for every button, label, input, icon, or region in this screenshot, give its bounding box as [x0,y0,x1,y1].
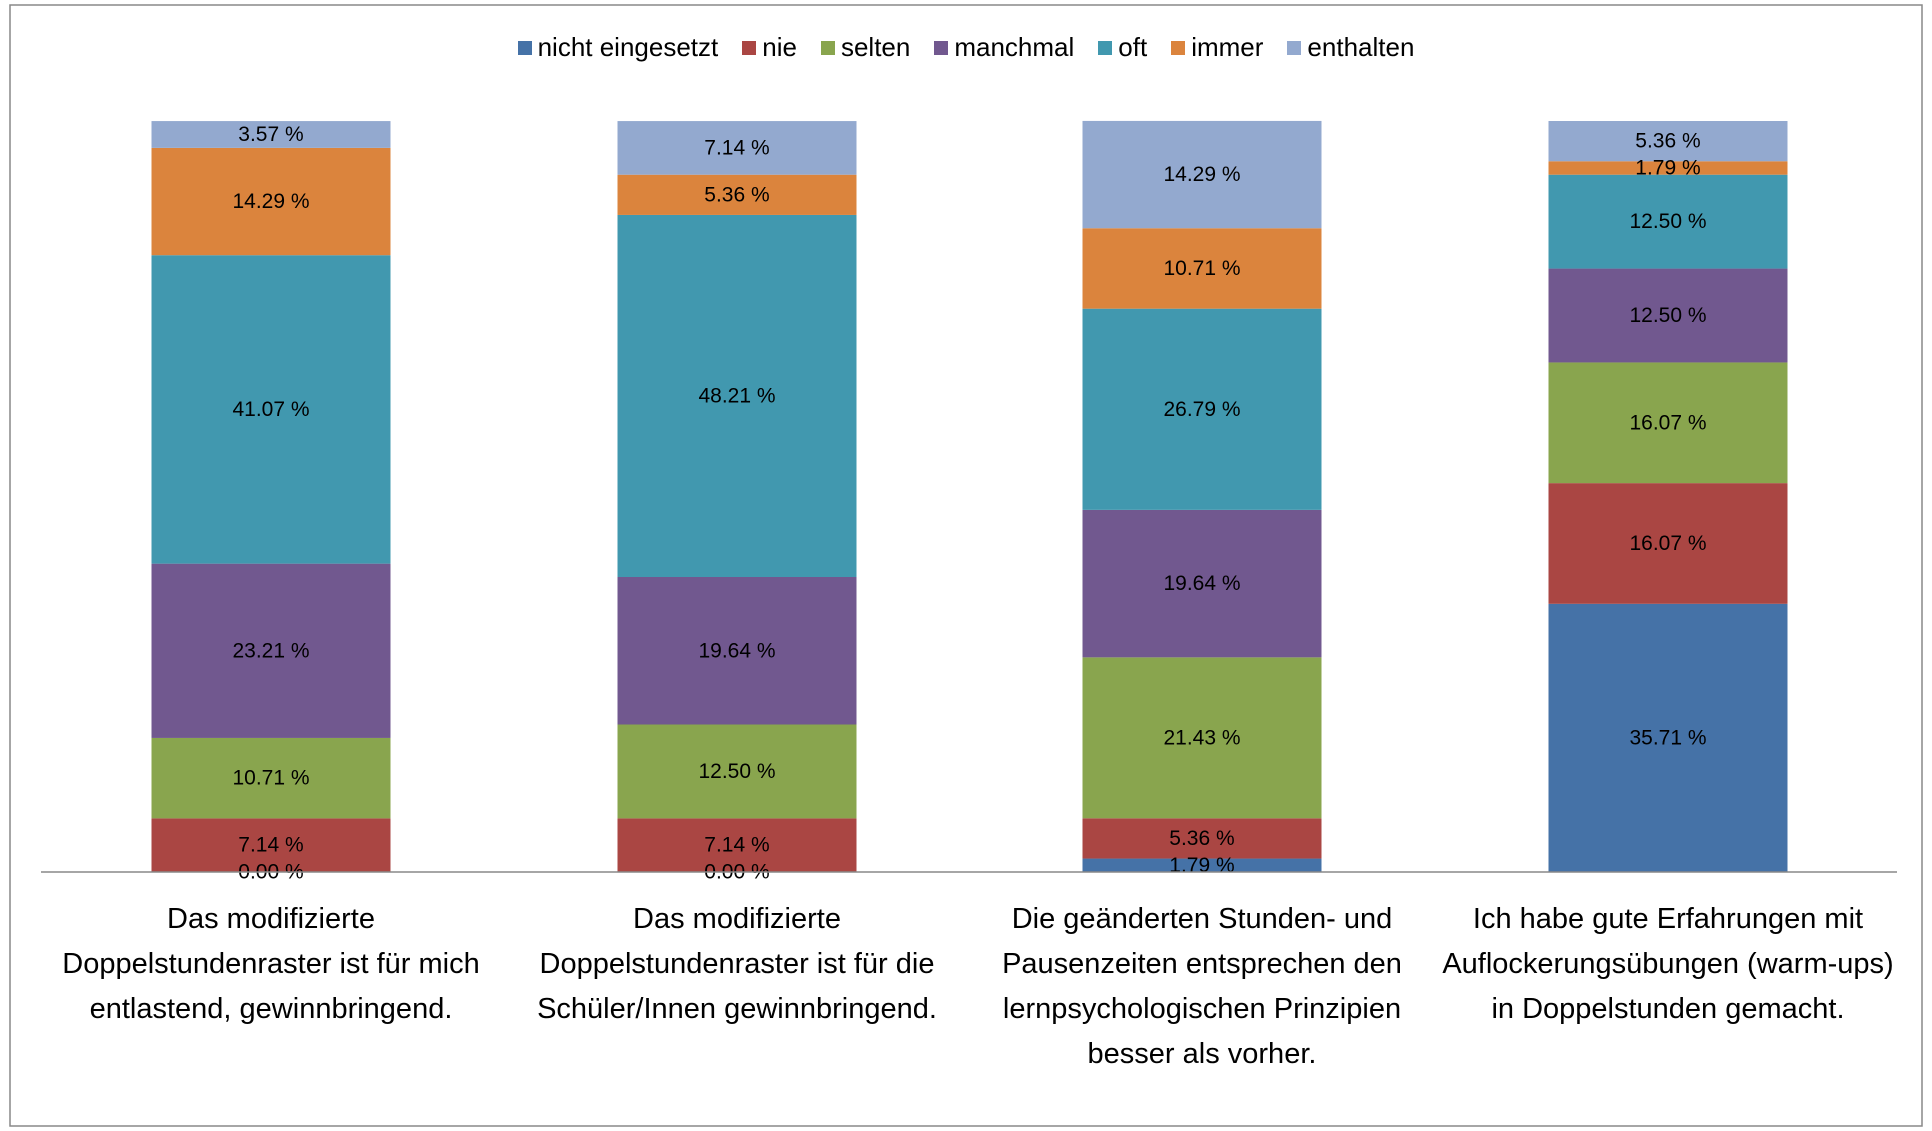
value-label: 7.14 % [704,136,769,159]
value-label: 7.14 % [238,834,303,857]
bar-segment [617,577,857,725]
legend-swatch [517,40,532,55]
legend-label: enthalten [1307,32,1415,62]
value-label: 5.36 % [704,183,769,206]
bar-segment [1548,121,1788,162]
bar-segment [1548,268,1788,363]
legend-swatch [742,40,757,55]
value-label: 41.07 % [232,398,309,421]
value-label: 10.71 % [232,767,309,790]
value-label: 12.50 % [698,760,775,783]
legend-label: manchmal [954,32,1075,62]
value-label: 1.79 % [1169,854,1234,877]
legend-item: nie [742,32,797,63]
bar-segment [1082,858,1322,872]
legend-swatch [1287,40,1302,55]
value-label: 19.64 % [1163,572,1240,595]
legend-label: selten [840,32,911,62]
legend-swatch [820,40,835,55]
value-label: 5.36 % [1635,130,1700,153]
value-label: 16.07 % [1629,532,1706,555]
legend-label: nicht eingesetzt [537,32,719,62]
x-tick-label: Ich habe gute Erfahrungen mit Auflockeru… [1442,903,1894,1025]
bar-segment [1548,174,1788,269]
x-tick-label: Das modifizierte Doppelstundenraster ist… [62,903,480,1025]
bar-segment [1548,483,1788,604]
legend-label: immer [1191,32,1264,62]
bar-segment [151,147,391,256]
bar-segment [151,737,391,819]
bar-segment [1082,657,1322,819]
bar-segment [151,255,391,564]
bar-segment [617,121,857,175]
legend-item: manchmal [934,32,1074,63]
bar-segment [1082,228,1322,309]
value-label: 16.07 % [1629,411,1706,434]
value-label: 35.71 % [1629,726,1706,749]
legend-item: enthalten [1287,32,1414,63]
value-label: 3.57 % [238,123,303,146]
value-label: 14.29 % [232,190,309,213]
legend-item: immer [1171,32,1263,63]
bar-segment [1082,120,1322,229]
legend-item: selten [820,32,911,63]
legend: nicht eingesetzt nie selten manchmal oft imme… [0,32,1932,63]
legend-item: nicht eingesetzt [517,32,719,63]
bar-segment [151,563,391,738]
value-label: 26.79 % [1163,398,1240,421]
legend-item: oft [1098,32,1147,63]
chart-border [9,4,1923,1127]
legend-swatch [1098,40,1113,55]
value-label: 10.71 % [1163,257,1240,280]
x-tick-label: Die geänderten Stunden- und Pausenzeiten… [1002,903,1402,1070]
bar-segment [1548,161,1788,175]
bar-segment [617,214,857,578]
bar-segment [1548,603,1788,872]
value-label: 23.21 % [232,639,309,662]
value-label: 48.21 % [698,385,775,408]
bar-segment [1082,509,1322,658]
value-label: 12.50 % [1629,304,1706,327]
value-label: 14.29 % [1163,163,1240,186]
bar-segment [1082,308,1322,510]
bar-segment [151,121,391,148]
bar-segment [617,174,857,215]
legend-swatch [1171,40,1186,55]
value-label: 5.36 % [1169,827,1234,850]
value-label: 19.64 % [698,639,775,662]
value-label: 7.14 % [704,834,769,857]
legend-swatch [934,40,949,55]
x-tick-label: Das modifizierte Doppelstundenraster ist… [537,903,937,1025]
bar-segment [1548,362,1788,484]
value-label: 12.50 % [1629,210,1706,233]
legend-label: nie [762,32,797,62]
legend-label: oft [1118,32,1148,62]
bar-segment [617,724,857,819]
bar-segment [617,818,857,872]
bar-segment [1082,818,1322,859]
value-label: 21.43 % [1163,726,1240,749]
bar-segment [151,818,391,872]
value-label: 1.79 % [1635,157,1700,180]
